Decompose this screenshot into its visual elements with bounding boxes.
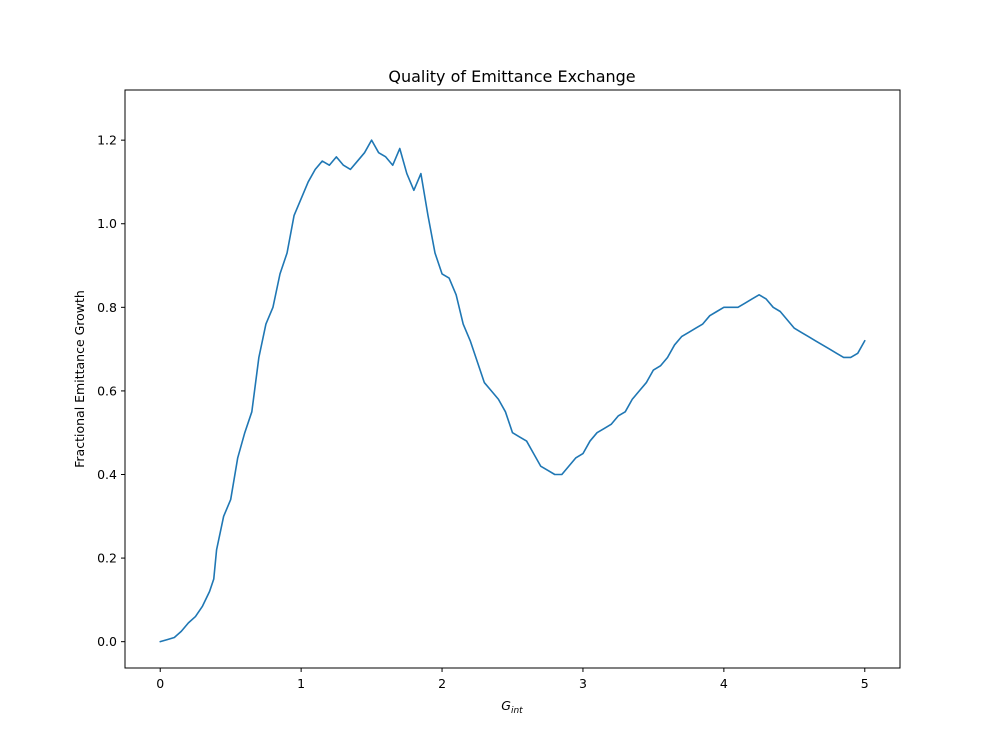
y-tick-label: 0.8	[97, 300, 117, 315]
x-axis-label: Gint	[501, 698, 523, 716]
series-line	[159, 139, 866, 643]
x-axis-label-base: G	[501, 698, 511, 713]
y-tick-label: 0.4	[97, 467, 117, 482]
x-tick-label: 1	[297, 676, 305, 691]
y-tick-label: 1.0	[97, 216, 117, 231]
chart-title: Quality of Emittance Exchange	[388, 67, 635, 86]
plot-area	[124, 89, 901, 669]
axes-frame	[124, 89, 901, 669]
x-axis-label-subscript: int	[511, 706, 523, 716]
x-tick-label: 3	[579, 676, 587, 691]
y-tick-label: 1.2	[97, 133, 117, 148]
x-tick-label: 2	[438, 676, 446, 691]
y-axis-label: Fractional Emittance Growth	[72, 290, 87, 468]
y-tick-label: 0.2	[97, 551, 117, 566]
x-tick-label: 0	[156, 676, 164, 691]
y-axis: 0.0 0.2 0.4 0.6 0.8 1.0 1.2	[97, 133, 125, 649]
y-tick-label: 0.6	[97, 383, 117, 398]
x-tick-label: 4	[720, 676, 728, 691]
x-tick-label: 5	[861, 676, 869, 691]
x-axis: 0 1 2 3 4 5	[156, 668, 869, 691]
y-tick-label: 0.0	[97, 634, 117, 649]
